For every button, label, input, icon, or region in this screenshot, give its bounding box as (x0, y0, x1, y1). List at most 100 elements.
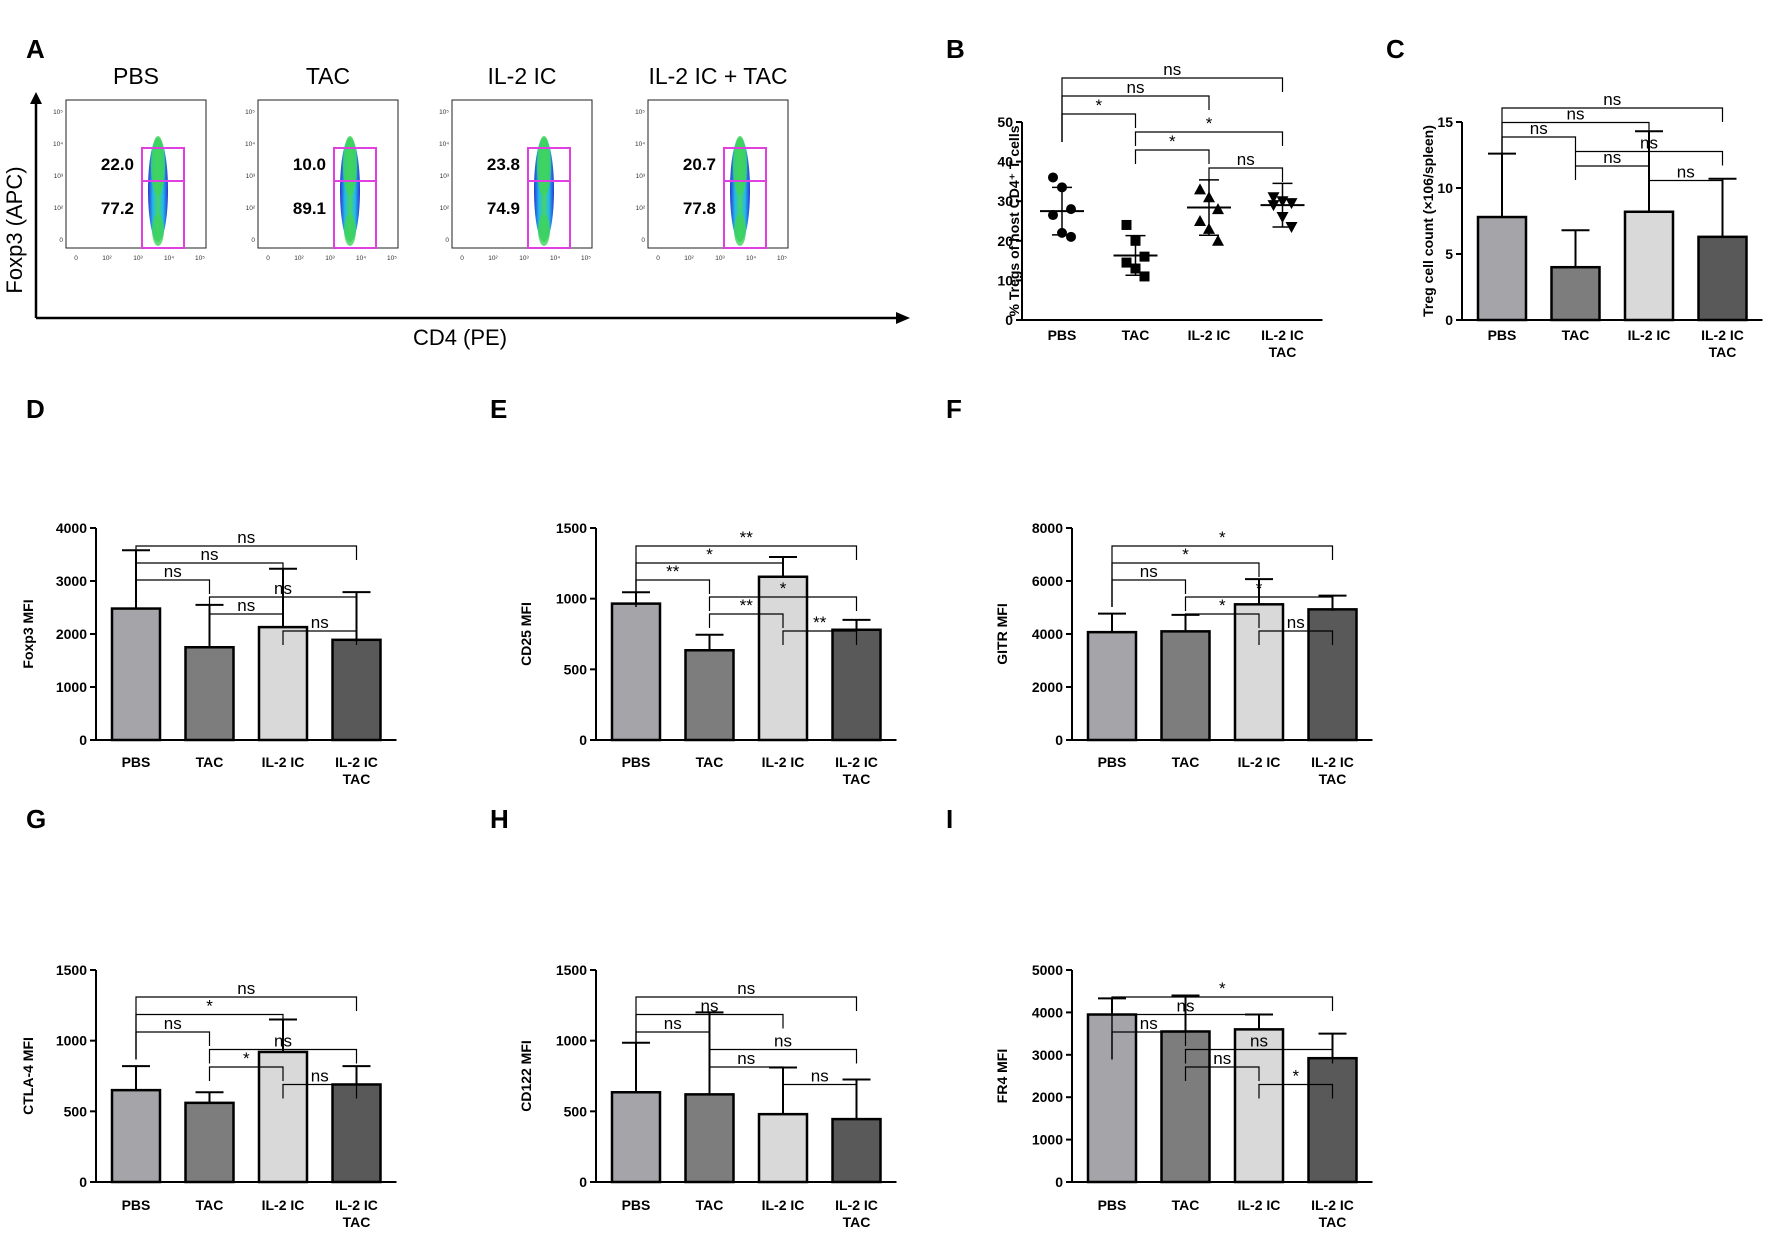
significance-label: ns (1640, 134, 1658, 153)
y-axis-label: CTLA-4 MFI (20, 1037, 36, 1115)
flow-gate-lower-percent: 74.9 (487, 199, 520, 218)
flow-gate-lower-percent: 77.2 (101, 199, 134, 218)
bar (257, 625, 309, 742)
flow-population-core (151, 136, 165, 196)
x-category-label: IL-2 IC (262, 1197, 305, 1213)
x-category-label: TAC (696, 754, 724, 770)
significance-label: ns (311, 613, 329, 632)
bar (831, 628, 882, 742)
flow-y-tick-label: 10⁴ (635, 141, 645, 148)
y-axis-label: % Tregs of host CD4⁺ T cells (1006, 125, 1022, 316)
flow-y-tick-label: 10⁵ (53, 109, 63, 116)
significance-label: * (1095, 96, 1102, 115)
significance-label: ns (811, 1067, 829, 1086)
flow-y-tick-label: 10³ (636, 173, 646, 180)
bar (1307, 608, 1358, 742)
y-tick-label: 15 (1437, 114, 1453, 130)
y-tick-label: 40 (997, 154, 1013, 170)
y-tick-label: 500 (564, 1103, 588, 1119)
significance-label: * (1182, 545, 1189, 564)
x-category-label: IL-2 IC (762, 1197, 805, 1213)
x-category-label: IL-2 IC (1628, 327, 1671, 343)
data-point (1121, 257, 1132, 268)
flow-plot-frame (257, 99, 399, 249)
significance-label: * (1292, 1067, 1299, 1086)
significance-label: ns (1140, 562, 1158, 581)
significance-bracket (635, 545, 858, 607)
x-category-label: IL-2 IC (1701, 327, 1744, 343)
flow-gate-lower (723, 180, 767, 249)
significance-label: ns (164, 562, 182, 581)
flow-y-axis-arrowhead (30, 92, 42, 104)
y-tick-label: 0 (1055, 1174, 1063, 1190)
significance-label: ns (737, 1049, 755, 1068)
significance-label: ns (664, 1014, 682, 1033)
y-tick-label: 0 (79, 1174, 87, 1190)
data-point (1139, 251, 1150, 262)
flow-x-axis-arrowhead (896, 312, 910, 324)
significance-label: ns (274, 1032, 292, 1051)
bar (831, 1117, 882, 1184)
x-category-label: TAC (843, 771, 871, 787)
flow-gate-lower (141, 180, 185, 249)
data-point (1066, 204, 1076, 215)
x-category-label: TAC (196, 754, 224, 770)
y-tick-label: 3000 (1032, 1047, 1063, 1063)
flow-x-tick-label: 10⁴ (550, 255, 560, 262)
y-axis-label: FR4 MFI (994, 1049, 1010, 1103)
significance-label: * (1206, 114, 1213, 133)
significance-label: * (243, 1049, 250, 1068)
flow-plot-3: IL-2 IC 23.8 74.9 0 10² 10³ 10⁴ 10⁵ 10⁵ 10⁴ 10³ 10²… (439, 63, 593, 262)
bar (1623, 210, 1675, 322)
bar (684, 1093, 735, 1184)
significance-label: ns (274, 579, 292, 598)
significance-bracket (1258, 1083, 1334, 1099)
panel-letter: B (946, 34, 965, 64)
flow-x-tick-label: 0 (74, 255, 78, 262)
significance-label: ns (1530, 119, 1548, 138)
flow-population-core (733, 136, 747, 196)
significance-bracket (1184, 596, 1334, 611)
significance-bracket (1258, 630, 1334, 645)
significance-bracket (708, 613, 784, 628)
flow-x-tick-label: 0 (656, 255, 660, 262)
flow-y-tick-label: 10² (440, 205, 450, 212)
significance-label: * (780, 579, 787, 598)
flow-x-tick-label: 10³ (715, 255, 725, 262)
significance-label: ** (666, 562, 680, 581)
y-tick-label: 0 (579, 732, 587, 748)
y-tick-label: 50 (997, 114, 1013, 130)
y-tick-label: 1000 (556, 1033, 587, 1049)
bar (110, 607, 162, 742)
x-category-label: TAC (1172, 1197, 1200, 1213)
x-category-label: IL-2 IC (1311, 754, 1354, 770)
y-tick-label: 4000 (1032, 626, 1063, 642)
significance-label: ns (774, 1032, 792, 1051)
flow-x-tick-label: 10⁵ (387, 255, 397, 262)
significance-label: ns (1250, 1032, 1268, 1051)
significance-bracket (135, 545, 358, 607)
y-tick-label: 1000 (1032, 1132, 1063, 1148)
y-tick-label: 1500 (56, 962, 87, 978)
flow-y-tick-label: 10⁵ (635, 109, 645, 116)
flow-y-tick-label: 0 (59, 237, 63, 244)
significance-label: ns (1140, 1014, 1158, 1033)
y-tick-label: 1000 (56, 1033, 87, 1049)
data-point (1048, 172, 1058, 183)
bar (1476, 215, 1528, 322)
y-tick-label: 0 (1445, 312, 1453, 328)
significance-label: * (1169, 132, 1176, 151)
flow-y-tick-label: 10³ (54, 173, 64, 180)
y-tick-label: 500 (564, 661, 588, 677)
x-category-label: TAC (1562, 327, 1590, 343)
x-category-label: PBS (1488, 327, 1517, 343)
panel-letter: D (26, 394, 45, 424)
flow-gate-upper-percent: 22.0 (101, 155, 134, 174)
significance-bracket (635, 996, 858, 1060)
y-axis-label: CD25 MFI (518, 602, 534, 666)
flow-population-base (734, 214, 746, 246)
significance-label: ns (1287, 613, 1305, 632)
x-category-label: IL-2 IC (335, 1197, 378, 1213)
significance-bracket (635, 1031, 711, 1060)
